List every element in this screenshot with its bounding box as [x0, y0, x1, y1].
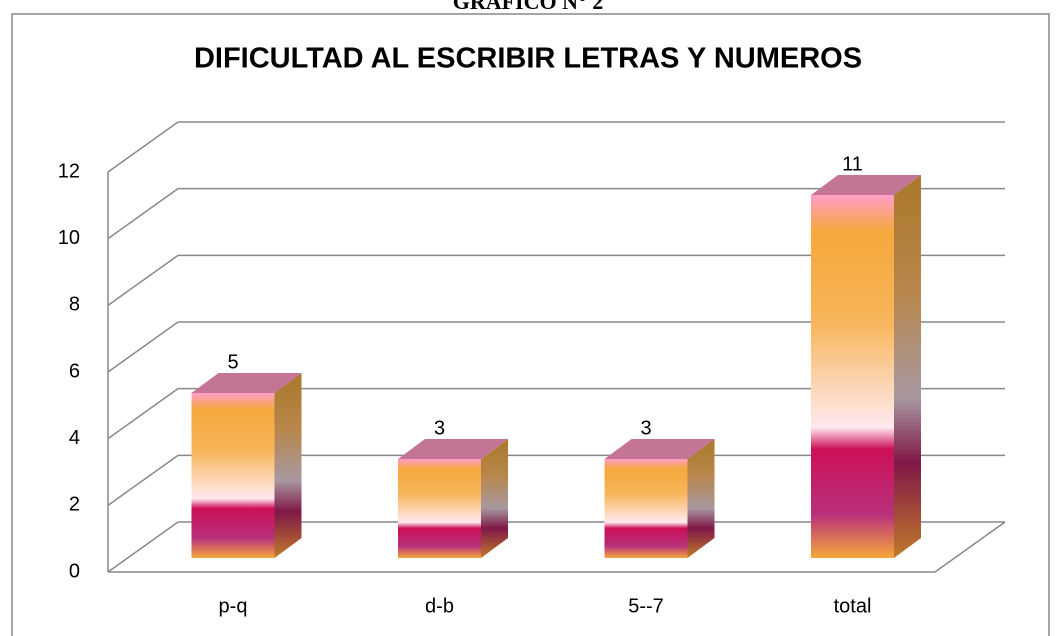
bar-side: [274, 373, 302, 558]
bar-front: [398, 459, 481, 558]
grid-line: [107, 254, 1005, 306]
bar: [604, 439, 715, 558]
bar: [811, 175, 921, 558]
grid-line: [107, 387, 1005, 440]
y-tick-label: 8: [69, 294, 80, 316]
bar-top: [398, 439, 508, 459]
chart-title: DIFICULTAD AL ESCRIBIR LETRAS Y NUMEROS: [194, 43, 862, 75]
bar-top: [811, 175, 921, 195]
y-tick-label: 4: [69, 427, 80, 449]
data-label: 3: [640, 417, 651, 439]
chart-frame: [11, 13, 1050, 636]
floor-edge: [108, 521, 1006, 573]
bar-side: [894, 175, 921, 558]
x-tick-label: d-b: [425, 595, 454, 617]
data-label: 5: [227, 351, 238, 373]
bar: [191, 373, 302, 558]
bar-side: [481, 439, 508, 558]
grid-line: [107, 187, 1005, 240]
data-label: 11: [842, 153, 863, 175]
bar: [398, 439, 508, 558]
y-tick-label: 10: [58, 227, 80, 249]
y-tick-label: 6: [69, 360, 80, 382]
bar-top: [604, 439, 715, 459]
bar-side: [687, 439, 715, 558]
x-tick-label: 5--7: [628, 595, 664, 617]
grid-line: [107, 321, 1005, 373]
grid-line: [107, 521, 1005, 573]
x-tick-label: total: [834, 595, 872, 617]
bar-front: [604, 459, 688, 558]
y-tick-label: 2: [69, 494, 80, 516]
data-label: 3: [434, 417, 445, 439]
y-tick-label: 12: [58, 160, 80, 182]
bar-top: [191, 373, 302, 393]
bar-front: [811, 195, 894, 558]
bar-front: [191, 393, 275, 558]
x-tick-label: p-q: [219, 595, 248, 617]
caption: GRÁFICO N° 2: [453, 0, 604, 14]
grid-line: [107, 454, 1005, 506]
y-tick-label: 0: [69, 560, 80, 582]
grid-line: [107, 121, 1005, 173]
